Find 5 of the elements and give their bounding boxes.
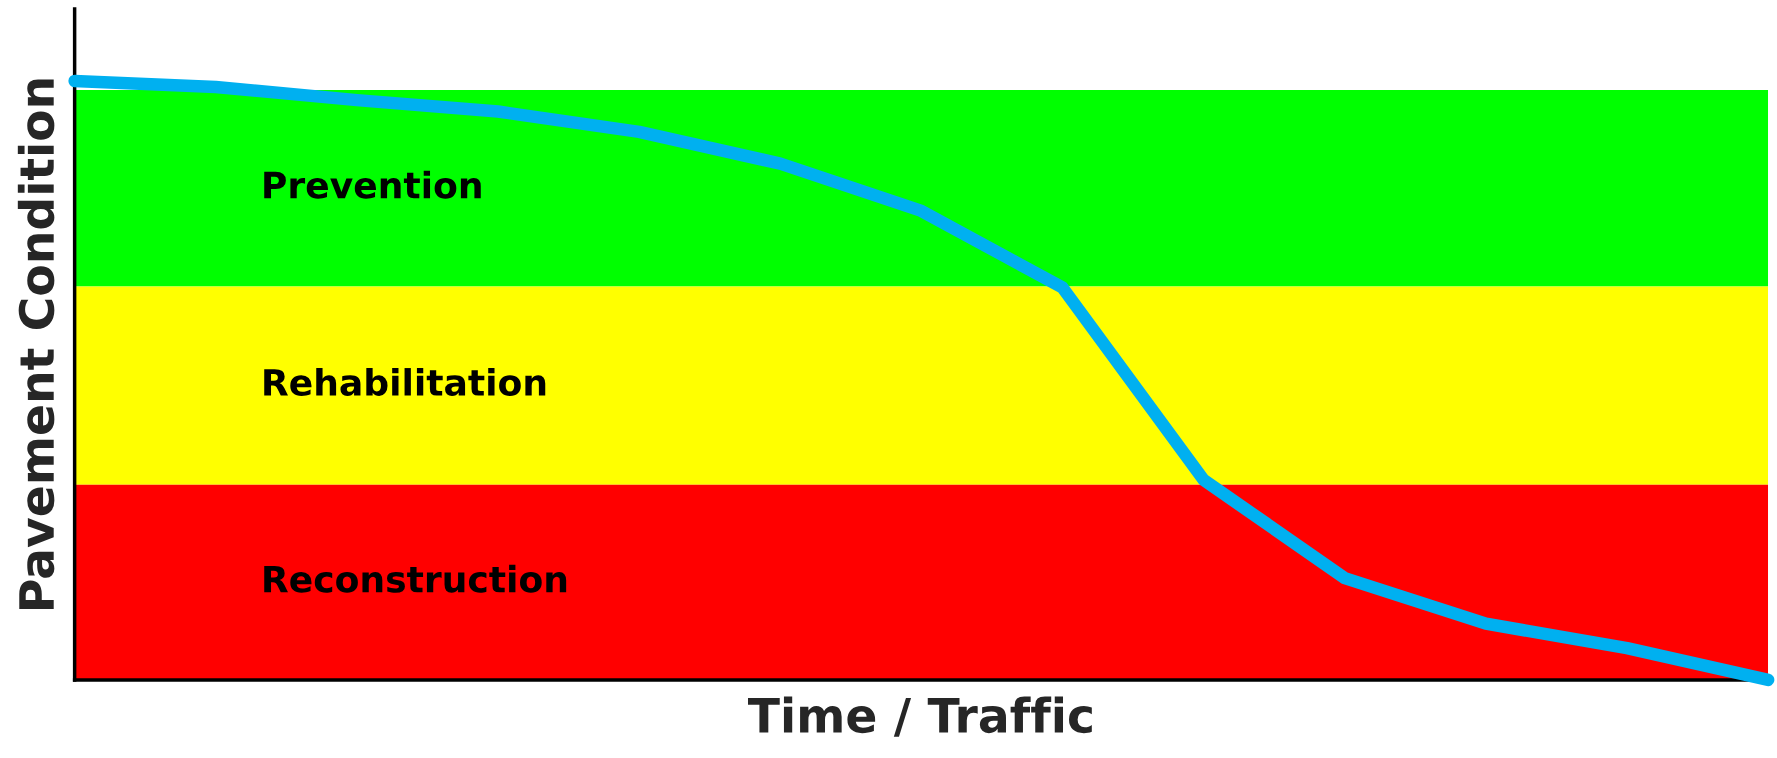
band-label: Reconstruction	[264, 564, 567, 593]
x-axis-title: Time / Traffic	[748, 696, 1092, 737]
band-label: Prevention	[264, 170, 481, 199]
band-label: Rehabilitation	[264, 368, 546, 397]
y-axis-title: Pavement Condition	[17, 79, 55, 609]
